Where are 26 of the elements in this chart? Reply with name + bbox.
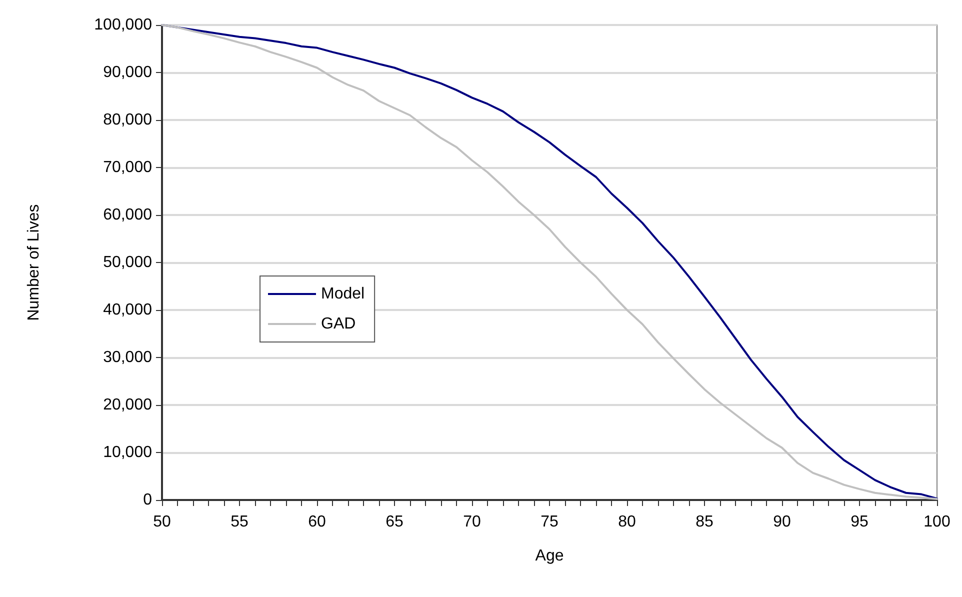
- legend-label: Model: [321, 286, 365, 302]
- y-tick-label: 40,000: [103, 302, 152, 318]
- x-tick-label: 90: [773, 514, 791, 530]
- x-tick-label: 65: [386, 514, 404, 530]
- y-tick-label: 70,000: [103, 159, 152, 176]
- y-tick-label: 50,000: [103, 254, 152, 271]
- y-tick-label: 60,000: [103, 206, 152, 224]
- y-tick-label: 90,000: [103, 64, 152, 81]
- x-axis-title: Age: [535, 548, 564, 564]
- x-tick-label: 80: [618, 514, 636, 530]
- y-tick-label: 0: [143, 492, 152, 508]
- y-tick-label: 20,000: [103, 396, 152, 414]
- y-tick-label: 80,000: [103, 112, 152, 128]
- x-tick-label: 70: [463, 514, 481, 530]
- x-tick-label: 100: [924, 514, 950, 530]
- x-tick-label: 60: [308, 514, 326, 530]
- y-tick-label: 10,000: [103, 444, 152, 461]
- y-tick-label: 30,000: [103, 349, 152, 366]
- legend-label: GAD: [321, 316, 356, 332]
- x-tick-label: 55: [230, 514, 248, 530]
- x-tick-label: 75: [540, 514, 558, 530]
- x-tick-label: 95: [850, 514, 868, 530]
- x-tick-label: 85: [696, 514, 714, 530]
- x-tick-label: 50: [153, 514, 171, 530]
- y-tick-label: 100,000: [94, 16, 152, 34]
- y-axis-title: Number of Lives: [26, 204, 42, 321]
